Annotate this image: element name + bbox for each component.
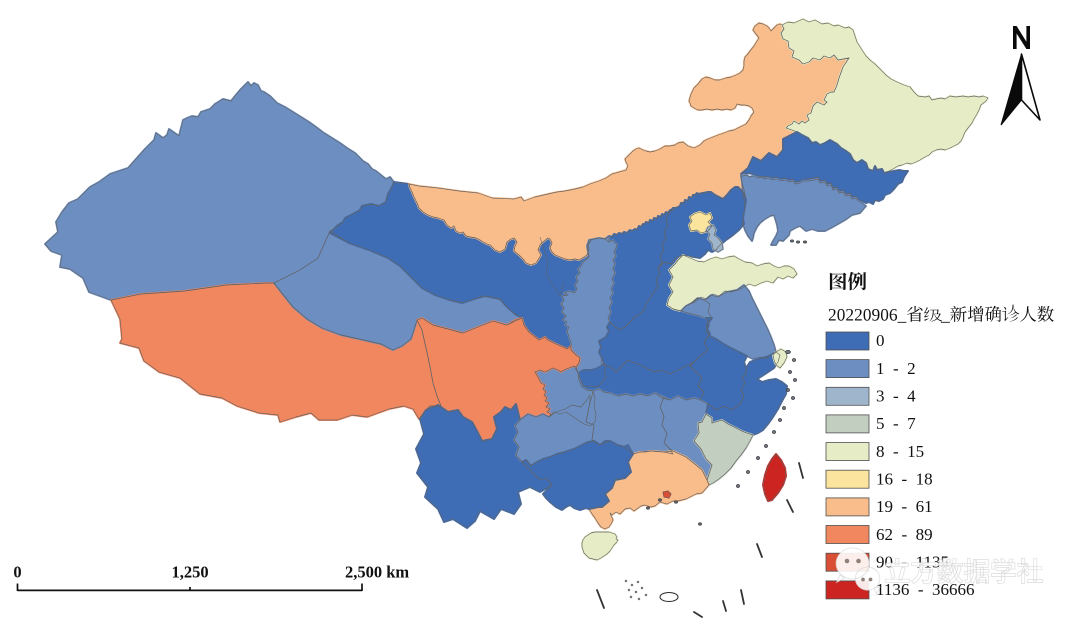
- svg-text:16 - 18: 16 - 18: [876, 469, 933, 488]
- svg-text:0: 0: [876, 331, 885, 350]
- svg-text:1 - 2: 1 - 2: [876, 359, 916, 378]
- svg-text:62 - 89: 62 - 89: [876, 525, 933, 544]
- svg-text:90 - 1135: 90 - 1135: [876, 552, 949, 571]
- svg-text:3 - 4: 3 - 4: [876, 387, 916, 406]
- svg-text:19 - 61: 19 - 61: [876, 497, 933, 516]
- svg-text:1136 - 36666: 1136 - 36666: [876, 580, 975, 599]
- svg-text:5 - 7: 5 - 7: [876, 414, 916, 433]
- svg-text:1,250: 1,250: [171, 563, 208, 582]
- svg-text:0: 0: [13, 563, 21, 582]
- svg-text:2,500 km: 2,500 km: [345, 563, 409, 582]
- svg-text:8 - 15: 8 - 15: [876, 442, 924, 461]
